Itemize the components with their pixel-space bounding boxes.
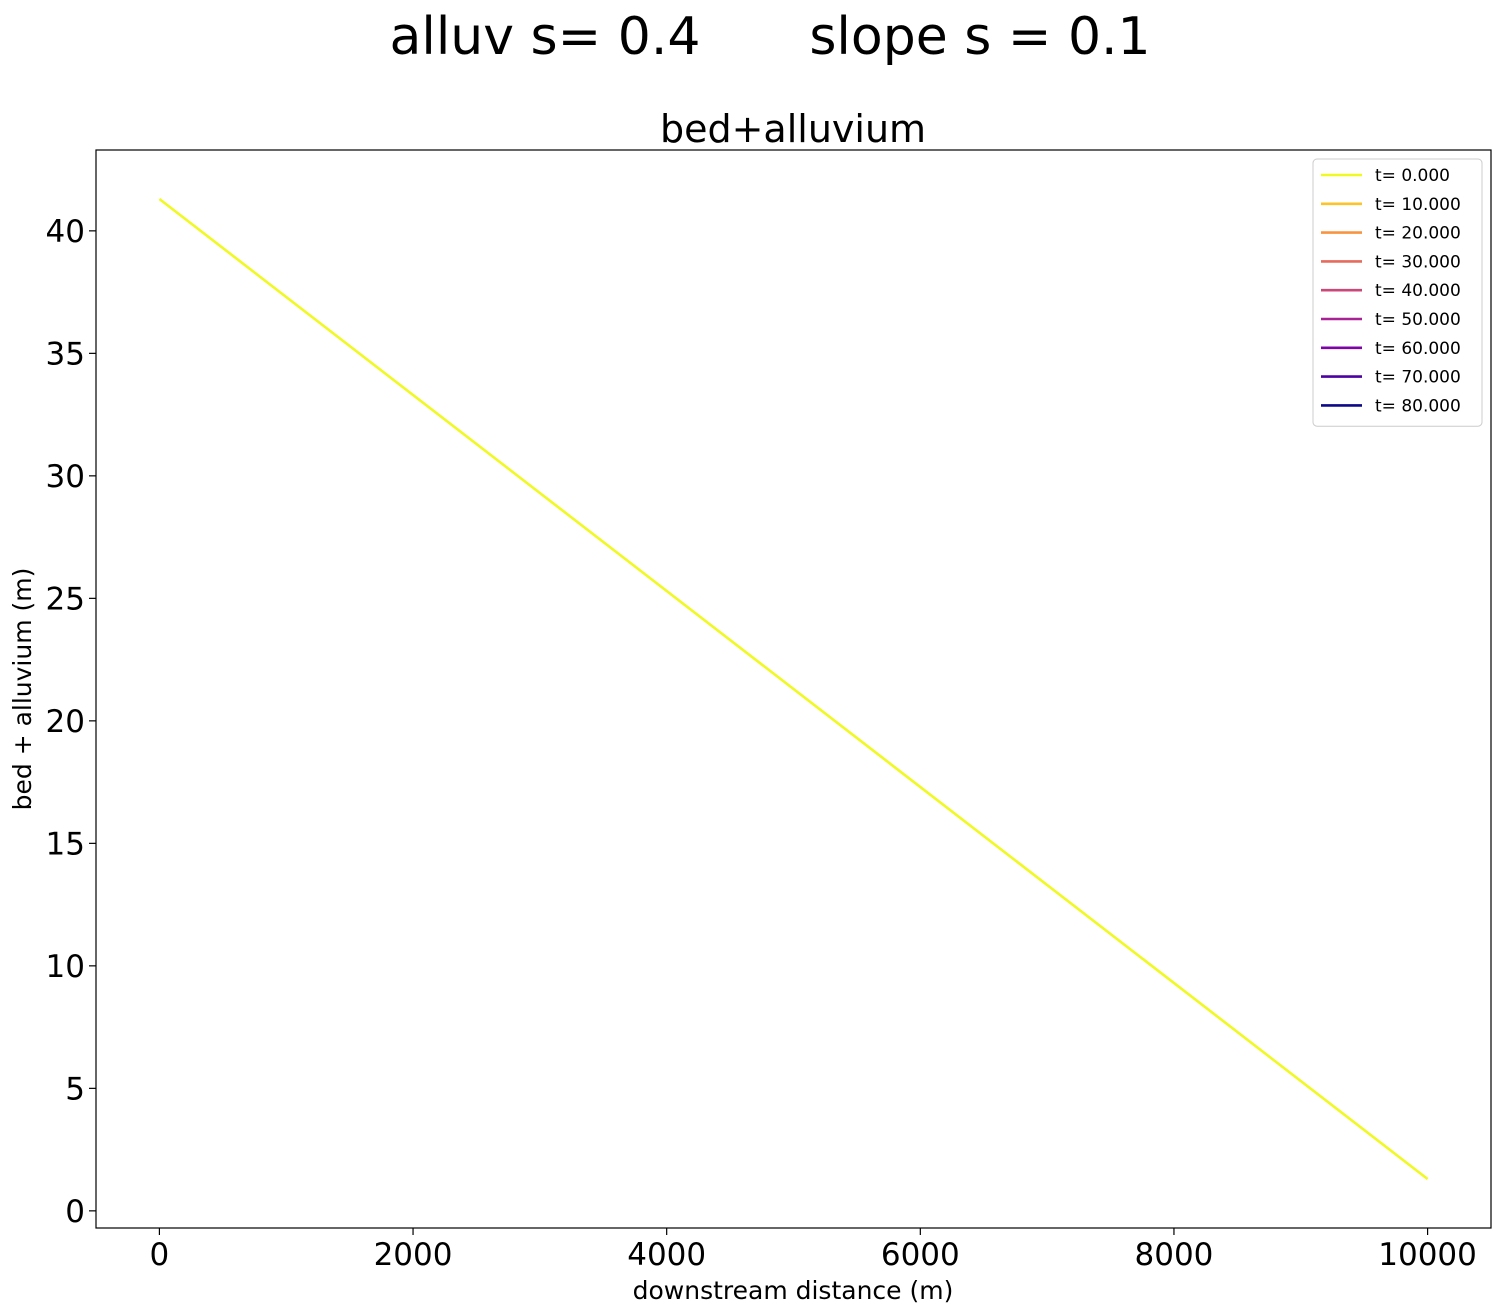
y-tick-label: 35 bbox=[46, 336, 85, 372]
plot-frame bbox=[95, 149, 1492, 1229]
legend-label: t= 10.000 bbox=[1375, 195, 1461, 215]
legend-label: t= 20.000 bbox=[1375, 224, 1461, 244]
y-tick-label: 25 bbox=[46, 581, 85, 617]
legend-label: t= 40.000 bbox=[1375, 281, 1461, 301]
legend-label: t= 80.000 bbox=[1375, 396, 1461, 416]
y-tick-label: 0 bbox=[65, 1194, 85, 1230]
x-tick-label: 4000 bbox=[627, 1237, 706, 1273]
x-tick-label: 0 bbox=[150, 1237, 170, 1273]
y-axis-label: bed + alluvium (m) bbox=[8, 568, 37, 811]
series-line-0 bbox=[158, 197, 1429, 1181]
legend-label: t= 0.000 bbox=[1375, 166, 1450, 186]
figure-suptitle-right: slope s = 0.1 bbox=[809, 7, 1150, 67]
chart-title: bed+alluvium bbox=[660, 107, 926, 151]
y-axis: 0 5 10 15 20 25 30 35 40 bbox=[46, 214, 96, 1230]
y-tick-label: 30 bbox=[46, 459, 85, 495]
x-tick-label: 2000 bbox=[374, 1237, 453, 1273]
x-tick-label: 8000 bbox=[1135, 1237, 1214, 1273]
x-axis: 0 2000 4000 6000 8000 10000 bbox=[150, 1228, 1477, 1273]
legend-label: t= 30.000 bbox=[1375, 252, 1461, 272]
legend-box bbox=[1312, 158, 1483, 427]
y-tick-label: 5 bbox=[65, 1071, 85, 1107]
legend: t= 0.000 t= 10.000 t= 20.000 t= 30.000 t= 40… bbox=[1312, 158, 1483, 427]
x-tick-label: 6000 bbox=[881, 1237, 960, 1273]
y-tick-label: 40 bbox=[46, 214, 85, 250]
figure-suptitle-left: alluv s= 0.4 bbox=[390, 7, 701, 67]
y-tick-label: 10 bbox=[46, 949, 85, 985]
y-tick-label: 20 bbox=[46, 704, 85, 740]
legend-label: t= 70.000 bbox=[1375, 368, 1461, 388]
x-axis-label: downstream distance (m) bbox=[633, 1276, 954, 1305]
x-tick-label: 10000 bbox=[1378, 1237, 1477, 1273]
legend-label: t= 60.000 bbox=[1375, 339, 1461, 359]
plot-area bbox=[158, 197, 1429, 1181]
legend-label: t= 50.000 bbox=[1375, 310, 1461, 330]
y-tick-label: 15 bbox=[46, 826, 85, 862]
